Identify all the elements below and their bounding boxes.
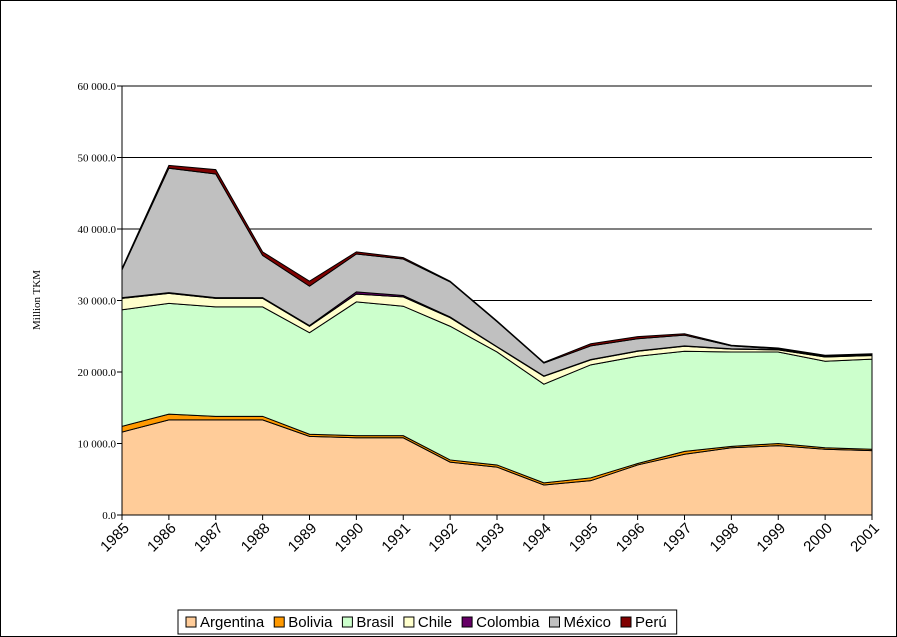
y-tick-label: 20 000.0 [78,367,117,379]
legend-swatch [403,616,415,628]
legend-swatch [461,616,473,628]
legend-swatch [273,616,285,628]
legend-label: Argentina [200,614,265,631]
y-tick-label: 60 000.0 [78,81,117,93]
y-tick-label: 50 000.0 [78,153,117,165]
legend-label: Perú [635,614,667,631]
legend-swatch [548,616,560,628]
legend-swatch [341,616,353,628]
legend-box [177,609,678,635]
y-tick-label: 30 000.0 [78,296,117,308]
y-axis-title: Million TKM [31,270,43,330]
y-tick-label: 0.0 [102,510,116,522]
legend-label: Bolivia [288,614,333,631]
legend-label: México [563,614,611,631]
legend-swatch [185,616,197,628]
legend-label: Colombia [476,614,540,631]
y-tick-label: 10 000.0 [78,439,117,451]
legend-label: Brasil [356,614,394,631]
legend-label: Chile [418,614,452,631]
area [121,164,873,364]
y-tick-label: 40 000.0 [78,224,117,236]
legend-swatch [620,616,632,628]
